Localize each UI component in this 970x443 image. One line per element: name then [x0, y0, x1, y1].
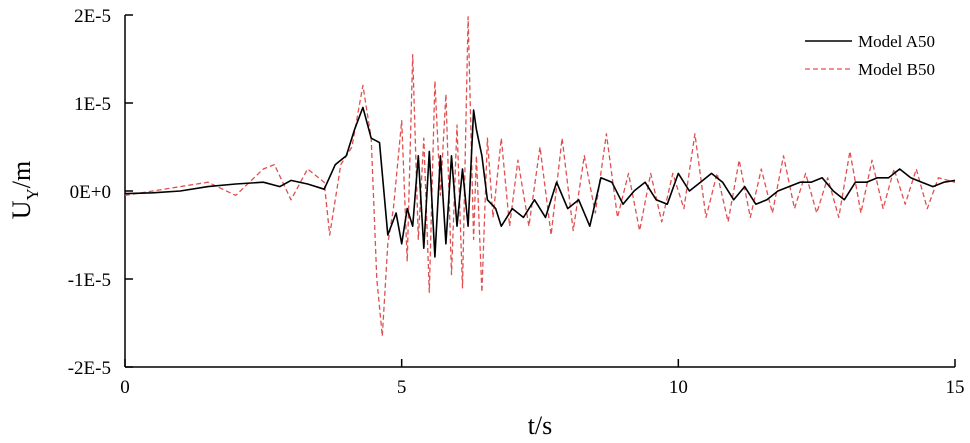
- x-tick-label: 5: [397, 377, 407, 398]
- y-axis-title-main: U: [7, 200, 36, 219]
- series-line-model-a50: [124, 106, 956, 258]
- y-axis-title-unit: /m: [7, 161, 36, 188]
- x-tick-label: 15: [946, 377, 965, 398]
- axes: [124, 15, 955, 368]
- y-axis-title-sub: Y: [23, 188, 42, 200]
- x-tick-label: 10: [669, 377, 688, 398]
- y-tick-labels: -2E-5 -1E-5 0E+0 1E-5 2E-5: [68, 6, 111, 379]
- legend-label-model-a50: Model A50: [858, 32, 935, 51]
- series-line-model-b50: [124, 16, 956, 337]
- x-tick-label: 0: [120, 377, 130, 398]
- series-layer: [124, 16, 956, 337]
- tick-marks: [124, 14, 956, 368]
- y-tick-label: 2E-5: [74, 6, 111, 27]
- y-tick-label: -2E-5: [68, 358, 111, 379]
- y-tick-label: 1E-5: [74, 94, 111, 115]
- legend-label-model-b50: Model B50: [858, 60, 935, 79]
- x-tick-labels: 0 5 10 15: [120, 377, 964, 398]
- y-tick-label: 0E+0: [70, 182, 111, 203]
- y-tick-label: -1E-5: [68, 270, 111, 291]
- x-axis-title: t/s: [528, 411, 553, 440]
- legend: Model A50 Model B50: [805, 32, 935, 79]
- y-axis-title: UY/m: [7, 161, 42, 220]
